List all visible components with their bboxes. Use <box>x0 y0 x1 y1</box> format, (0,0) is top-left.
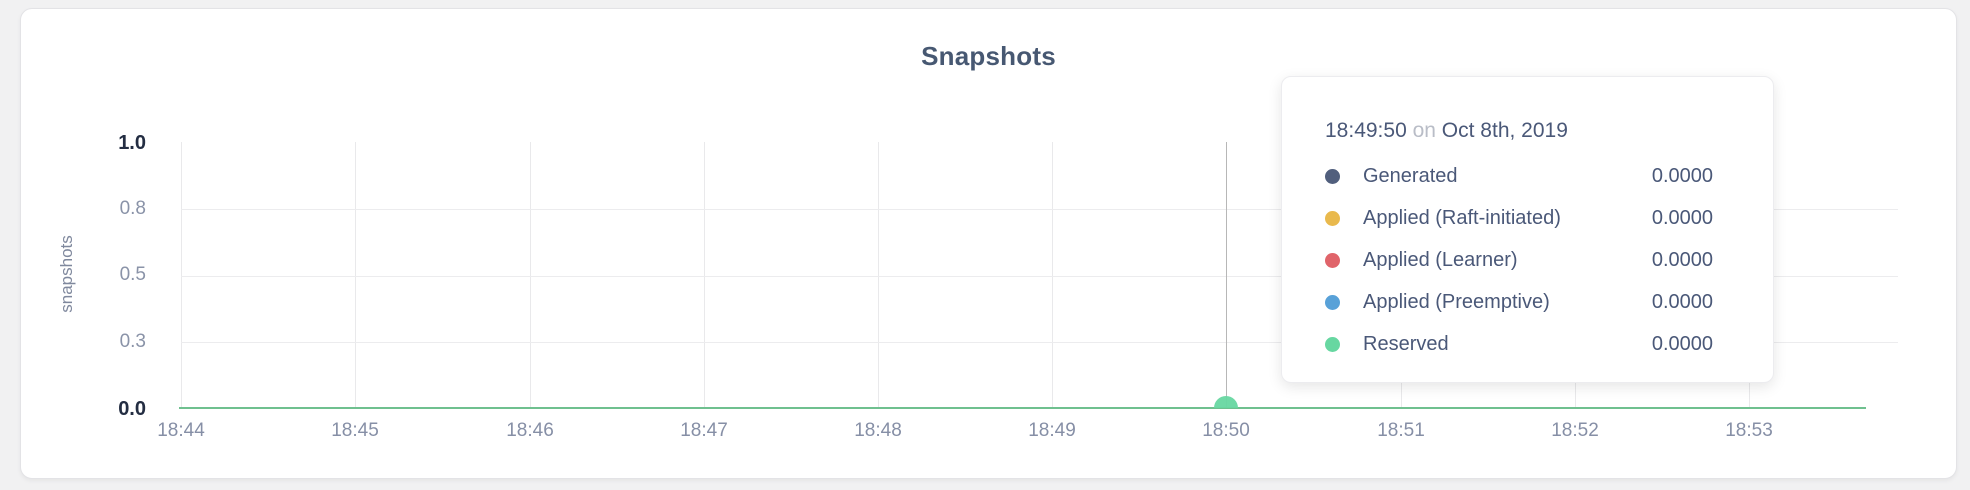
series-value: 0.0000 <box>1651 206 1713 229</box>
x-tick-label: 18:44 <box>157 420 205 441</box>
y-tick-label: 0.8 <box>119 198 146 219</box>
tooltip-row-reserved: Reserved 0.0000 <box>1325 333 1713 355</box>
series-label: Applied (Raft-initiated) <box>1363 206 1561 229</box>
tooltip-timestamp: 18:49:50 on Oct 8th, 2019 <box>1325 119 1713 143</box>
chart-card: Snapshots snapshots 1.0 0.8 0.5 0.3 0.0 <box>20 8 1957 479</box>
tooltip-row-applied-raft-initiated: Applied (Raft-initiated) 0.0000 <box>1325 207 1713 229</box>
x-tick-label: 18:45 <box>331 420 379 441</box>
series-color-dot <box>1325 210 1340 226</box>
x-tick-label: 18:47 <box>680 420 728 441</box>
series-color-dot <box>1325 168 1340 184</box>
gridline-vertical <box>181 142 182 409</box>
chart-tooltip: 18:49:50 on Oct 8th, 2019 Generated 0.00… <box>1281 76 1774 383</box>
tooltip-row-generated: Generated 0.0000 <box>1325 165 1713 187</box>
tooltip-date: Oct 8th, 2019 <box>1441 119 1568 142</box>
gridline-horizontal <box>181 209 1898 210</box>
series-line-reserved <box>179 407 1866 409</box>
x-tick-label: 18:48 <box>854 420 902 441</box>
series-label: Generated <box>1363 164 1458 187</box>
hovered-data-point <box>1214 396 1238 408</box>
series-value: 0.0000 <box>1651 290 1713 313</box>
y-tick-label: 0.3 <box>119 331 146 352</box>
gridline-vertical <box>530 142 531 409</box>
series-label: Applied (Preemptive) <box>1363 290 1550 313</box>
x-tick-label: 18:52 <box>1551 420 1599 441</box>
series-value: 0.0000 <box>1651 332 1713 355</box>
tooltip-conjunction: on <box>1412 119 1436 142</box>
gridline-horizontal <box>181 342 1898 343</box>
series-label: Reserved <box>1363 332 1449 355</box>
tooltip-time: 18:49:50 <box>1325 119 1407 142</box>
series-color-dot <box>1325 294 1340 310</box>
x-tick-label: 18:50 <box>1202 420 1250 441</box>
x-tick-label: 18:53 <box>1725 420 1773 441</box>
tooltip-row-applied-learner: Applied (Learner) 0.0000 <box>1325 249 1713 271</box>
gridline-horizontal <box>181 276 1898 277</box>
series-color-dot <box>1325 336 1340 352</box>
series-label: Applied (Learner) <box>1363 248 1518 271</box>
y-tick-label: 0.5 <box>119 264 146 285</box>
x-tick-label: 18:46 <box>506 420 554 441</box>
gridline-vertical <box>878 142 879 409</box>
gridline-vertical <box>704 142 705 409</box>
chart-title: Snapshots <box>921 41 1056 71</box>
series-color-dot <box>1325 252 1340 268</box>
series-value: 0.0000 <box>1651 248 1713 271</box>
hover-crosshair-line <box>1226 142 1227 409</box>
x-tick-label: 18:49 <box>1028 420 1076 441</box>
series-value: 0.0000 <box>1651 164 1713 187</box>
x-tick-label: 18:51 <box>1377 420 1425 441</box>
y-tick-label-max: 1.0 <box>118 132 146 154</box>
tooltip-row-applied-preemptive: Applied (Preemptive) 0.0000 <box>1325 291 1713 313</box>
gridline-vertical <box>355 142 356 409</box>
y-tick-label-min: 0.0 <box>118 398 146 420</box>
gridline-vertical <box>1052 142 1053 409</box>
